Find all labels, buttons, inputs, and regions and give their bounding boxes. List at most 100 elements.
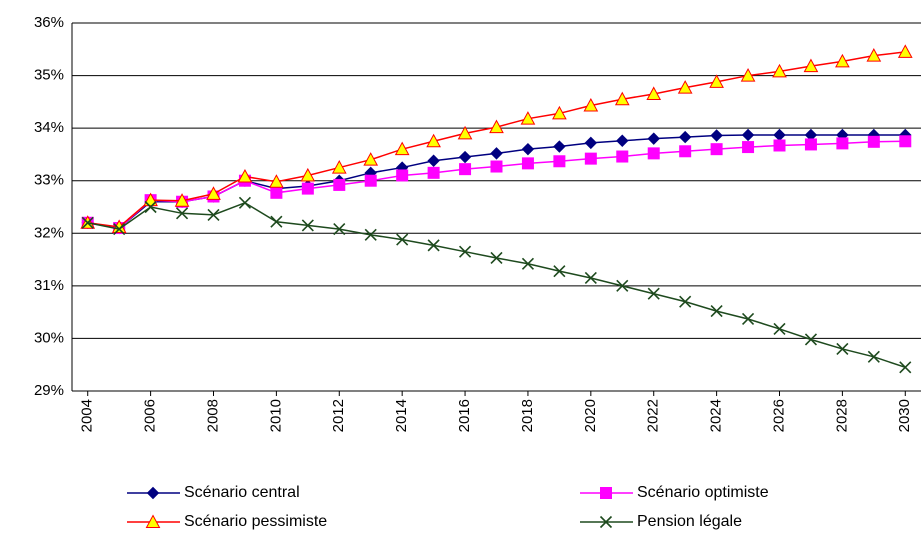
- data-point: [836, 342, 849, 356]
- data-point: [427, 239, 440, 252]
- legend-label: Scénario optimiste: [637, 484, 769, 501]
- data-point: [237, 168, 253, 183]
- data-point: [678, 130, 692, 144]
- data-point: [490, 251, 503, 265]
- data-point: [679, 295, 692, 308]
- data-point: [584, 271, 597, 285]
- x-tick-label: 2016: [456, 399, 473, 432]
- data-point: [520, 111, 536, 125]
- data-point: [899, 361, 912, 374]
- data-point: [238, 196, 252, 209]
- data-point: [174, 193, 190, 207]
- x-tick-label: 2026: [770, 399, 787, 432]
- data-point: [394, 141, 410, 156]
- y-tick-label: 36%: [34, 14, 64, 31]
- data-point: [616, 279, 629, 292]
- data-point: [584, 136, 598, 150]
- data-point: [677, 80, 693, 94]
- data-point: [836, 137, 849, 150]
- data-point: [614, 91, 630, 106]
- data-point: [899, 135, 912, 148]
- data-point: [81, 216, 94, 229]
- data-point: [773, 322, 786, 336]
- data-point: [552, 105, 567, 120]
- x-tick-label: 2030: [896, 399, 913, 432]
- data-point: [710, 129, 723, 142]
- data-point: [835, 53, 850, 68]
- data-point: [647, 287, 660, 300]
- data-point: [803, 58, 819, 73]
- data-point: [333, 223, 346, 236]
- y-tick-label: 29%: [34, 382, 64, 399]
- data-point: [773, 139, 786, 152]
- data-point: [867, 135, 880, 148]
- y-tick-label: 32%: [34, 224, 64, 241]
- data-point: [333, 178, 346, 191]
- data-point: [741, 128, 755, 142]
- legend-marker: [146, 486, 160, 500]
- data-point: [364, 228, 377, 241]
- legend-label: Pension légale: [637, 513, 742, 530]
- data-point: [364, 174, 377, 187]
- data-point: [206, 186, 221, 200]
- data-point: [553, 155, 566, 168]
- data-point: [300, 167, 316, 182]
- data-point: [270, 215, 283, 228]
- data-point: [458, 245, 472, 258]
- data-point: [583, 97, 599, 112]
- data-point: [867, 350, 880, 363]
- x-tick-label: 2012: [330, 399, 347, 432]
- data-point: [426, 133, 441, 148]
- data-point: [521, 257, 535, 270]
- data-point: [740, 68, 756, 82]
- data-point: [301, 219, 314, 232]
- data-point: [710, 305, 723, 318]
- data-point: [490, 160, 503, 173]
- data-point: [427, 154, 440, 167]
- data-point: [616, 150, 629, 163]
- x-tick-label: 2022: [645, 399, 662, 432]
- x-tick-label: 2006: [142, 399, 159, 432]
- data-point: [647, 132, 660, 145]
- data-point: [773, 128, 786, 142]
- data-point: [742, 141, 755, 154]
- data-point: [301, 182, 314, 195]
- series-line: [87, 201, 906, 369]
- data-point: [647, 147, 660, 160]
- x-tick-label: 2014: [393, 399, 410, 432]
- legend-label: Scénario pessimiste: [184, 513, 327, 530]
- data-point: [207, 208, 220, 221]
- x-tick-label: 2008: [204, 399, 221, 432]
- x-tick-label: 2024: [708, 399, 725, 432]
- data-point: [269, 174, 284, 188]
- x-tick-label: 2018: [519, 399, 536, 432]
- data-point: [427, 166, 440, 179]
- x-tick-label: 2004: [79, 399, 96, 432]
- data-point: [521, 142, 535, 156]
- data-point: [553, 140, 566, 153]
- data-point: [175, 207, 189, 220]
- legend-marker: [599, 515, 613, 529]
- y-tick-label: 34%: [34, 119, 64, 136]
- data-point: [679, 145, 692, 158]
- data-point: [396, 233, 409, 246]
- data-point: [458, 150, 472, 164]
- data-point: [709, 74, 724, 88]
- x-tick-label: 2028: [833, 399, 850, 432]
- legend-label: Scénario central: [184, 484, 300, 501]
- data-point: [710, 143, 723, 156]
- x-tick-label: 2020: [582, 399, 599, 432]
- data-point: [113, 223, 126, 236]
- data-point: [866, 48, 882, 62]
- data-point: [584, 152, 597, 165]
- data-point: [772, 63, 787, 78]
- y-tick-label: 30%: [34, 329, 64, 346]
- x-tick-label: 2010: [267, 399, 284, 432]
- data-point: [489, 119, 504, 134]
- legend-marker: [145, 514, 161, 528]
- data-point: [897, 44, 913, 58]
- data-point: [144, 200, 157, 214]
- data-point: [741, 312, 755, 326]
- data-point: [396, 169, 409, 182]
